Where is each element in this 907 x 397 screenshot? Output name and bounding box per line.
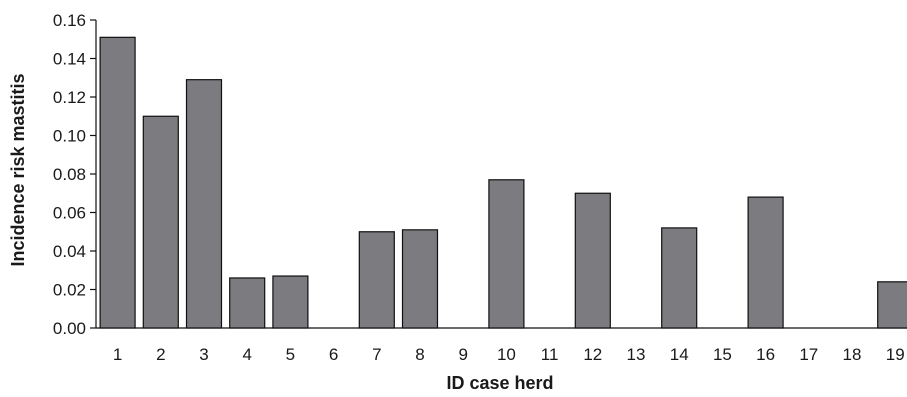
x-tick-label: 7 [372, 345, 381, 364]
bar-3 [185, 79, 223, 329]
bar-8 [401, 229, 439, 329]
bar-5 [272, 275, 309, 329]
x-tick-label: 10 [497, 345, 516, 364]
x-axis-title: ID case herd [446, 373, 553, 393]
x-tick-label: 4 [242, 345, 251, 364]
bar-7 [358, 231, 395, 329]
x-tick-label: 19 [886, 345, 905, 364]
y-tick-label: 0.00 [53, 319, 86, 338]
bar-10 [488, 179, 525, 329]
x-tick-label: 6 [329, 345, 338, 364]
bar-12 [574, 192, 611, 329]
bar-2 [142, 115, 179, 329]
x-tick-label: 16 [756, 345, 775, 364]
y-axis: 0.00 0.02 0.04 0.06 0.08 0.10 0.12 0.14 0.16 [53, 11, 97, 338]
bar-4 [229, 277, 266, 329]
x-tick-label: 9 [458, 345, 467, 364]
y-tick-label: 0.14 [53, 50, 86, 69]
x-axis: 1 2 3 4 5 6 7 8 9 10 11 12 13 14 15 16 17 18 19 [96, 327, 907, 364]
y-tick-label: 0.10 [53, 127, 86, 146]
bar-19 [877, 281, 907, 329]
x-tick-label: 13 [627, 345, 646, 364]
x-tick-label: 17 [799, 345, 818, 364]
bar-1 [99, 36, 136, 329]
y-tick-label: 0.12 [53, 88, 86, 107]
x-tick-label: 14 [670, 345, 689, 364]
x-tick-label: 12 [583, 345, 602, 364]
y-tick-label: 0.16 [53, 11, 86, 30]
x-tick-label: 8 [415, 345, 424, 364]
x-tick-label: 3 [199, 345, 208, 364]
y-tick-label: 0.08 [53, 165, 86, 184]
x-tick-label: 15 [713, 345, 732, 364]
x-tick-label: 18 [843, 345, 862, 364]
bar-16 [747, 196, 784, 329]
bars [99, 36, 907, 329]
x-tick-label: 5 [286, 345, 295, 364]
y-tick-label: 0.06 [53, 204, 86, 223]
y-tick-label: 0.02 [53, 281, 86, 300]
x-tick-label: 1 [113, 345, 122, 364]
bar-14 [661, 227, 698, 329]
x-tick-label: 11 [541, 345, 559, 364]
y-tick-label: 0.04 [53, 242, 86, 261]
x-tick-label: 2 [156, 345, 165, 364]
y-axis-title: Incidence risk mastitis [8, 73, 28, 266]
